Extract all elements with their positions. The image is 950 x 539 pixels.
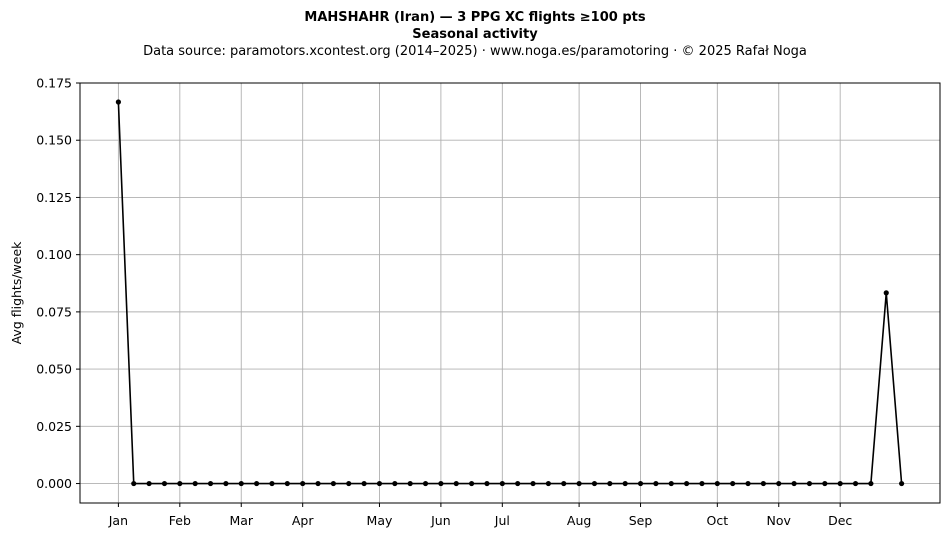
data-point [622,480,628,487]
data-point [238,480,244,487]
data-point [161,480,168,487]
data-point [668,480,674,487]
y-tick-label: 0.075 [36,304,72,319]
data-point [637,480,644,487]
data-point [899,480,905,487]
x-tick-label: Sep [629,513,653,528]
y-tick-label: 0.050 [36,362,72,377]
data-point [469,480,475,487]
data-point [453,480,459,487]
data-point [545,480,551,487]
data-point [868,480,874,487]
data-source-line: Data source: paramotors.xcontest.org (20… [143,44,807,59]
data-point [653,480,659,487]
x-tick-label: Feb [169,513,191,528]
data-point [300,480,306,487]
series-line [117,101,903,485]
x-tick-label: Jun [430,513,451,528]
data-point [254,480,260,487]
x-tick-label: Jan [108,513,128,528]
axis-ticks: Jan Feb Mar Apr May Jun Jul Aug Sep Oct Nov Dec 0.00… [36,76,852,529]
y-tick-label: 0.025 [36,419,72,434]
x-tick-label: May [367,513,393,528]
plot-frame [79,82,941,504]
data-point [822,480,828,487]
data-point [745,480,751,487]
data-point [591,480,598,487]
y-tick-label: 0.100 [36,247,72,262]
data-point [530,480,536,487]
data-point [837,480,843,487]
data-point [699,480,705,487]
x-tick-label: Dec [828,513,852,528]
data-point [484,480,490,487]
chart-subtitle: Seasonal activity [412,27,538,42]
y-axis-label: Avg flights/week [9,241,24,345]
y-tick-label: 0.125 [36,190,72,205]
data-point [499,480,505,487]
data-point [131,480,137,487]
data-point [760,480,766,487]
data-point [376,480,383,487]
grid-lines [80,82,940,503]
data-point [330,480,336,487]
x-tick-label: Jul [494,513,510,528]
data-point [791,480,797,487]
data-point [883,290,889,296]
data-point [515,480,521,487]
x-tick-label: Aug [567,513,591,528]
data-point [284,480,290,487]
x-tick-label: Nov [767,513,792,528]
data-point [392,480,398,487]
data-point [315,480,321,487]
data-point [776,480,782,487]
x-tick-label: Mar [229,513,253,528]
data-point [561,480,567,487]
data-point [806,480,813,487]
x-tick-label: Oct [707,513,729,528]
data-series [115,99,905,487]
y-tick-label: 0.000 [36,476,72,491]
data-point [422,480,429,487]
data-point [438,480,444,487]
data-point [607,480,613,487]
data-point [223,480,229,487]
data-point [684,480,690,487]
chart-title: MAHSHAHR (Iran) — 3 PPG XC flights ≥100 … [304,10,645,25]
data-point [361,480,367,487]
data-point [714,480,720,487]
y-tick-label: 0.150 [36,133,72,148]
x-tick-label: Apr [292,513,314,528]
data-point [192,480,198,487]
data-point [177,480,183,487]
data-point [730,480,736,487]
data-point [269,480,275,487]
data-point [146,480,152,487]
data-point [852,480,859,487]
data-point [207,480,214,487]
data-point [115,99,121,105]
y-tick-label: 0.175 [36,76,72,91]
data-point [576,480,582,487]
data-point [407,480,413,487]
data-point [346,480,352,487]
